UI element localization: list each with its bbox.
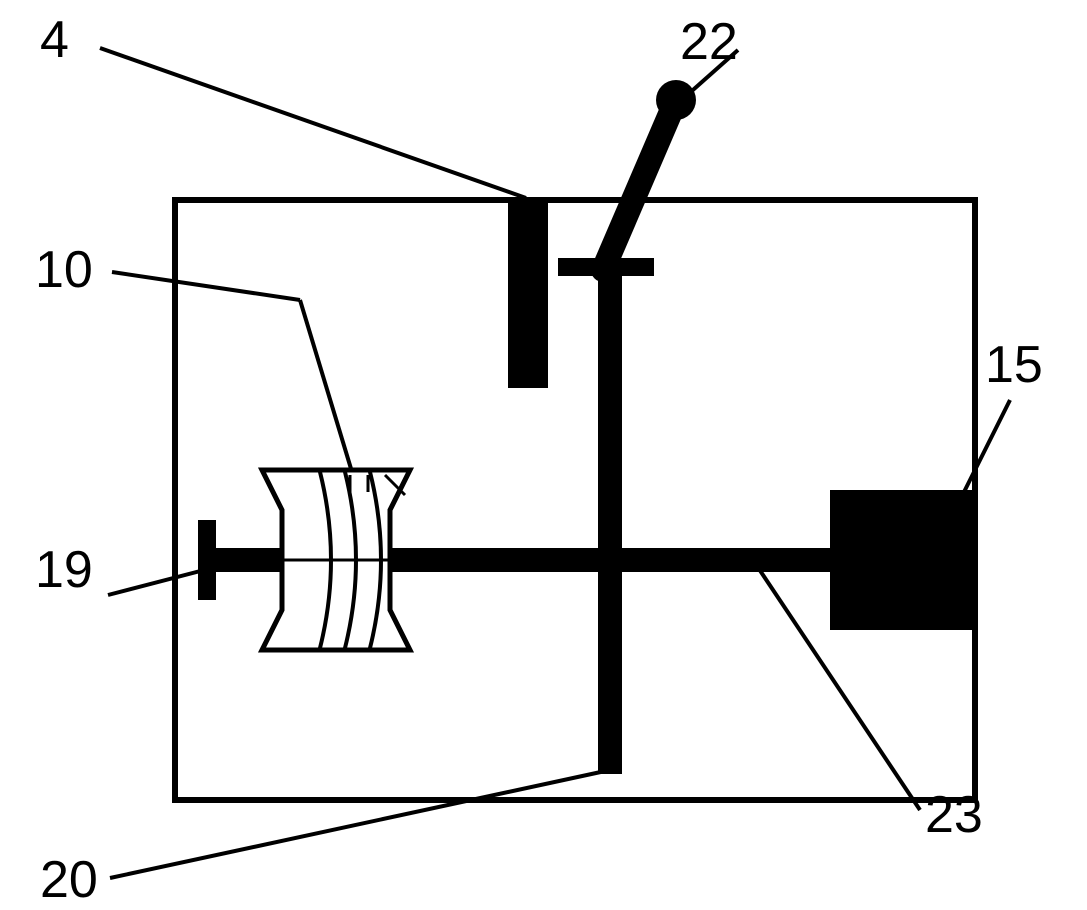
technical-diagram: 4 22 10 15 19 20 23 <box>0 0 1087 910</box>
lever-knob <box>656 80 696 120</box>
leader-4 <box>100 48 526 198</box>
lever-shaft <box>603 100 676 270</box>
spool-component <box>262 470 410 650</box>
vertical-shaft <box>598 274 622 774</box>
component-tab-4 <box>508 198 548 388</box>
leader-10-inner <box>300 300 352 472</box>
right-block-15 <box>830 490 978 630</box>
pivot-bar <box>558 258 654 276</box>
left-bracket-vertical <box>198 520 216 600</box>
leader-20 <box>110 770 610 878</box>
diagram-svg <box>0 0 1087 910</box>
leader-10-outer <box>112 272 300 300</box>
leader-15 <box>960 400 1010 500</box>
